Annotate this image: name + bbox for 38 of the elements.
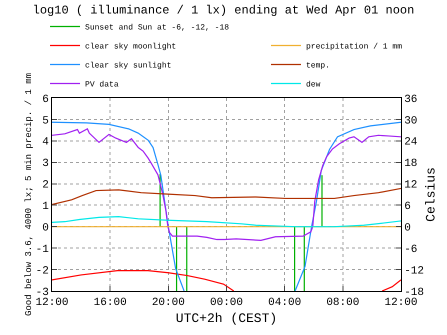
y2-tick-label: -12 [404, 265, 424, 278]
y-tick-label: 3 [42, 158, 49, 170]
legend-label: clear sky moonlight [85, 42, 176, 52]
y2-tick-label: 6 [404, 201, 411, 214]
y-axis-title: Good below 3.6, 4000 lx; 5 min precip. / 1 mm [24, 72, 34, 316]
legend-label: precipitation / 1 mm [306, 42, 402, 52]
chart-title: log10 ( illuminance / 1 lx) ending at Wed Apr 01 noon [32, 3, 414, 18]
legend-label: dew [306, 80, 321, 90]
y-tick-label: -1 [36, 244, 50, 256]
x-tick-label: 00:00 [210, 297, 244, 310]
legend-label: PV data [85, 80, 119, 90]
x-tick-label: 08:00 [326, 297, 360, 310]
x-axis-title: UTC+2h (CEST) [176, 310, 278, 326]
legend-label: temp. [306, 62, 330, 71]
y-tick-label: 0 [42, 222, 49, 235]
legend-label: Sunset and Sun at -6, -12, -18 [85, 24, 230, 33]
x-tick-label: 16:00 [94, 297, 127, 310]
y-tick-label: -2 [36, 265, 49, 278]
y2-tick-label: 12 [404, 180, 418, 192]
y2-tick-label: 18 [404, 158, 418, 170]
y2-tick-label: 36 [404, 94, 418, 106]
y-tick-label: 5 [42, 115, 49, 128]
y2-tick-label: 30 [404, 115, 418, 128]
y2-tick-label: 0 [404, 222, 411, 235]
legend-label: clear sky sunlight [85, 62, 172, 71]
x-tick-label: 12:00 [35, 297, 69, 310]
y2-tick-label: 24 [404, 136, 418, 149]
y-tick-label: -3 [36, 286, 49, 299]
x-tick-label: 20:00 [152, 297, 185, 310]
x-tick-label: 12:00 [384, 297, 418, 310]
y-tick-label: 6 [42, 94, 49, 106]
x-tick-label: 04:00 [268, 297, 302, 310]
y2-tick-label: -18 [404, 286, 424, 299]
y-tick-label: 1 [42, 201, 50, 214]
y-tick-label: 4 [42, 136, 50, 149]
y-tick-label: 2 [42, 180, 49, 192]
y2-axis-title: Celsius [424, 167, 439, 222]
y2-tick-label: -6 [404, 244, 418, 256]
